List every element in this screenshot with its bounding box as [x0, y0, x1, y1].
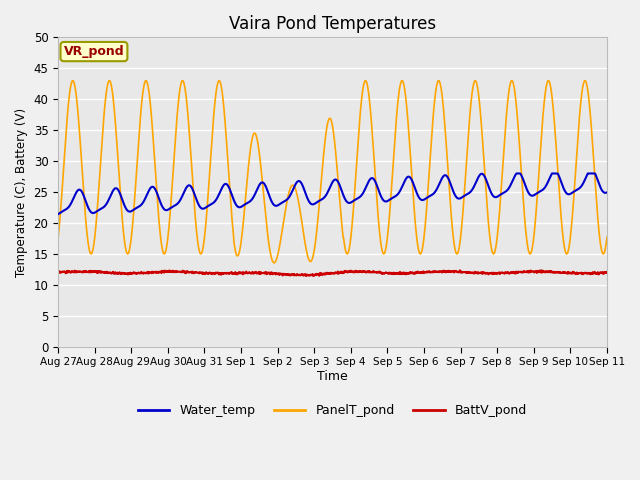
Title: Vaira Pond Temperatures: Vaira Pond Temperatures	[229, 15, 436, 33]
X-axis label: Time: Time	[317, 370, 348, 383]
Y-axis label: Temperature (C), Battery (V): Temperature (C), Battery (V)	[15, 108, 28, 276]
Text: VR_pond: VR_pond	[63, 45, 124, 58]
Legend: Water_temp, PanelT_pond, BattV_pond: Water_temp, PanelT_pond, BattV_pond	[133, 399, 532, 422]
